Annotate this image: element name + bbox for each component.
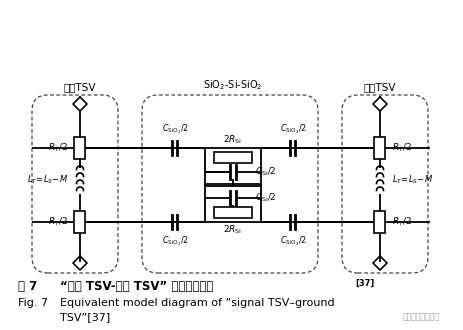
Text: $C_{\rm Si}/2$: $C_{\rm Si}/2$ xyxy=(255,192,276,204)
Text: SiO$_2$-Si-SiO$_2$: SiO$_2$-Si-SiO$_2$ xyxy=(203,78,262,92)
Text: $R_T/2$: $R_T/2$ xyxy=(48,216,68,228)
Text: TSV”[37]: TSV”[37] xyxy=(60,312,110,322)
Text: $C_{\rm SiO_2}/2$: $C_{\rm SiO_2}/2$ xyxy=(279,234,306,248)
Text: $L_T\!=\!L_S\!-\!M$: $L_T\!=\!L_S\!-\!M$ xyxy=(27,174,68,186)
Text: 半导体材料与工艺: 半导体材料与工艺 xyxy=(402,312,439,321)
Text: 接地TSV: 接地TSV xyxy=(363,82,395,92)
Bar xyxy=(374,137,385,159)
Text: “信号 TSV-接地 TSV” 的等效模型图: “信号 TSV-接地 TSV” 的等效模型图 xyxy=(60,280,213,293)
Text: $C_{\rm SiO_2}/2$: $C_{\rm SiO_2}/2$ xyxy=(279,122,306,136)
Text: $2R_{\rm Si}$: $2R_{\rm Si}$ xyxy=(223,134,242,146)
Text: Fig. 7: Fig. 7 xyxy=(18,298,48,308)
Text: $C_{\rm SiO_2}/2$: $C_{\rm SiO_2}/2$ xyxy=(161,234,188,248)
Text: $R_T/2$: $R_T/2$ xyxy=(391,142,411,154)
Text: Equivalent model diagram of ”signal TSV–ground: Equivalent model diagram of ”signal TSV–… xyxy=(60,298,334,308)
Text: $C_{\rm SiO_2}/2$: $C_{\rm SiO_2}/2$ xyxy=(161,122,188,136)
Bar xyxy=(75,137,85,159)
Bar xyxy=(75,211,85,233)
Text: 图 7: 图 7 xyxy=(18,280,37,293)
Bar xyxy=(374,211,385,233)
Text: 信号TSV: 信号TSV xyxy=(63,82,96,92)
Text: [37]: [37] xyxy=(354,279,374,288)
Text: $R_T/2$: $R_T/2$ xyxy=(48,142,68,154)
Bar xyxy=(213,152,251,163)
Bar xyxy=(213,207,251,217)
Text: $R_T/2$: $R_T/2$ xyxy=(391,216,411,228)
Text: $C_{\rm Si}/2$: $C_{\rm Si}/2$ xyxy=(255,166,276,178)
Text: $2R_{\rm Si}$: $2R_{\rm Si}$ xyxy=(223,224,242,237)
Text: $L_T\!=\!L_S\!-\!M$: $L_T\!=\!L_S\!-\!M$ xyxy=(391,174,432,186)
